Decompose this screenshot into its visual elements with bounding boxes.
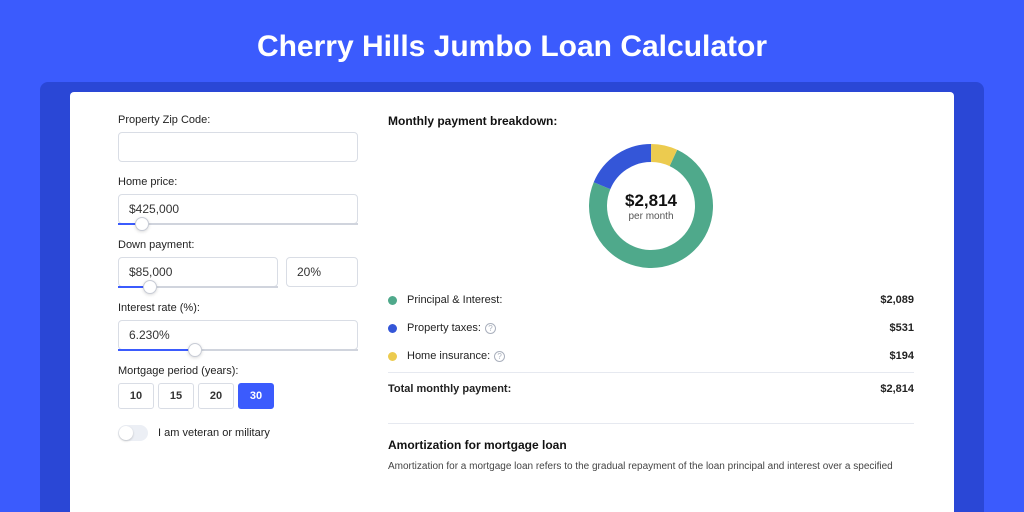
total-row: Total monthly payment: $2,814 — [388, 372, 914, 403]
breakdown-column: Monthly payment breakdown: $2,814 per mo… — [388, 114, 914, 512]
veteran-toggle-row: I am veteran or military — [118, 425, 358, 441]
legend-row: Home insurance: ?$194 — [388, 342, 914, 370]
home-price-slider[interactable] — [118, 223, 358, 225]
card-shadow: Property Zip Code: Home price: Down paym… — [40, 82, 984, 512]
donut-sub: per month — [628, 211, 673, 222]
down-payment-pct-input[interactable] — [286, 257, 358, 287]
home-price-field: Home price: — [118, 176, 358, 225]
legend-value: $531 — [890, 322, 914, 334]
interest-rate-input[interactable] — [118, 320, 358, 350]
donut-chart: $2,814 per month — [589, 144, 713, 268]
total-label: Total monthly payment: — [388, 383, 880, 395]
home-price-input[interactable] — [118, 194, 358, 224]
breakdown-title: Monthly payment breakdown: — [388, 114, 914, 128]
zip-label: Property Zip Code: — [118, 114, 358, 126]
legend-swatch — [388, 296, 397, 305]
down-payment-label: Down payment: — [118, 239, 358, 251]
legend-label: Property taxes: ? — [407, 322, 890, 334]
legend-label: Principal & Interest: — [407, 294, 880, 306]
period-btn-30[interactable]: 30 — [238, 383, 274, 409]
legend-swatch — [388, 324, 397, 333]
amortization-text: Amortization for a mortgage loan refers … — [388, 460, 914, 474]
interest-rate-slider[interactable] — [118, 349, 358, 351]
down-payment-input[interactable] — [118, 257, 278, 287]
legend-label: Home insurance: ? — [407, 350, 890, 362]
interest-rate-label: Interest rate (%): — [118, 302, 358, 314]
legend: Principal & Interest:$2,089Property taxe… — [388, 286, 914, 370]
legend-row: Principal & Interest:$2,089 — [388, 286, 914, 314]
mortgage-period-label: Mortgage period (years): — [118, 365, 358, 377]
calculator-card: Property Zip Code: Home price: Down paym… — [70, 92, 954, 512]
legend-row: Property taxes: ?$531 — [388, 314, 914, 342]
period-btn-10[interactable]: 10 — [118, 383, 154, 409]
toggle-knob — [119, 426, 133, 440]
legend-value: $2,089 — [880, 294, 914, 306]
zip-input[interactable] — [118, 132, 358, 162]
down-payment-field: Down payment: — [118, 239, 358, 288]
inputs-column: Property Zip Code: Home price: Down paym… — [118, 114, 358, 512]
period-btn-20[interactable]: 20 — [198, 383, 234, 409]
page-title: Cherry Hills Jumbo Loan Calculator — [0, 0, 1024, 82]
info-icon[interactable]: ? — [485, 323, 496, 334]
veteran-label: I am veteran or military — [158, 427, 270, 439]
period-btn-15[interactable]: 15 — [158, 383, 194, 409]
interest-rate-field: Interest rate (%): — [118, 302, 358, 351]
legend-value: $194 — [890, 350, 914, 362]
home-price-label: Home price: — [118, 176, 358, 188]
period-button-group: 10152030 — [118, 383, 358, 409]
zip-field: Property Zip Code: — [118, 114, 358, 162]
veteran-toggle[interactable] — [118, 425, 148, 441]
mortgage-period-field: Mortgage period (years): 10152030 — [118, 365, 358, 409]
donut-amount: $2,814 — [625, 191, 677, 211]
down-payment-slider[interactable] — [118, 286, 278, 288]
total-value: $2,814 — [880, 383, 914, 395]
legend-swatch — [388, 352, 397, 361]
donut-center: $2,814 per month — [589, 144, 713, 268]
info-icon[interactable]: ? — [494, 351, 505, 362]
amortization-title: Amortization for mortgage loan — [388, 423, 914, 452]
donut-chart-wrap: $2,814 per month — [388, 138, 914, 286]
